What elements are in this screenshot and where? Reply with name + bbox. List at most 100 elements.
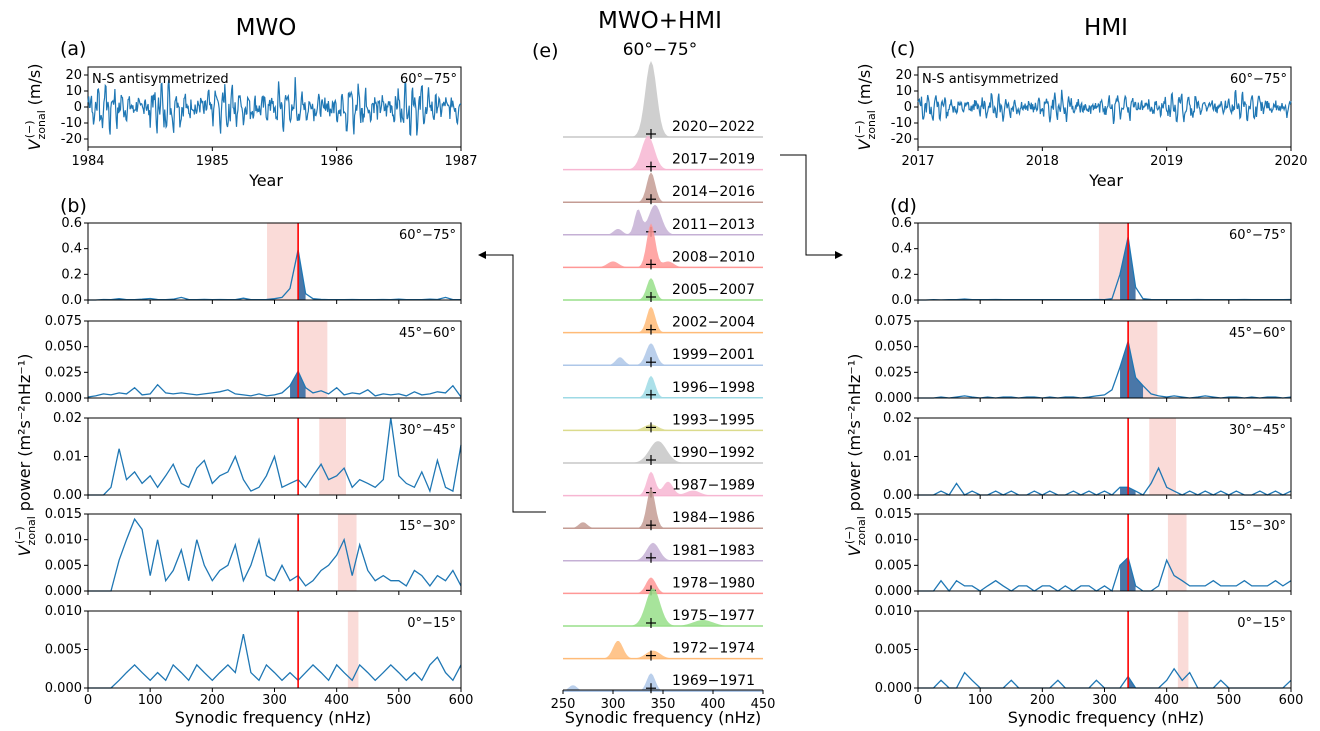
period-label: 2002−2004 [672, 315, 755, 331]
x-tick-label: 100 [968, 693, 993, 708]
mwo-column-title: MWO [236, 15, 297, 41]
annotation-latitude: 60°−75° [400, 72, 457, 87]
y-tick-label: 0.000 [45, 584, 82, 599]
panel-c-timeseries: 2017 2018 2019 2020-20-1001020 N-S antisymme… [853, 64, 1308, 169]
y-tick-label: 0.00 [883, 488, 912, 503]
power-spectrum-line [918, 342, 1291, 399]
annotation-antisymmetrized: N-S antisymmetrized [92, 72, 229, 87]
svg-text:Vzonal(−) (m/s): Vzonal(−) (m/s) [23, 64, 48, 151]
y-tick-label: 0.4 [891, 242, 912, 257]
latitude-label: 30°−45° [1229, 423, 1286, 438]
latitude-label: 0°−15° [1237, 616, 1286, 631]
panel-label-c: (c) [890, 38, 915, 60]
axes-frame [918, 611, 1291, 688]
y-axis-label: Vzonal(−) (m/s) [23, 64, 48, 151]
y-tick-label: 0.01 [883, 450, 912, 465]
y-tick-label: 10 [65, 84, 82, 99]
stacked-spectrum: 1990−1992 [563, 441, 763, 465]
period-label: 1987−1989 [672, 478, 755, 494]
frequency-band [267, 223, 298, 300]
x-tick-label: 200 [200, 693, 225, 708]
mwo-hmi-column-title: MWO+HMI [598, 8, 722, 34]
x-tick-label: 300 [1092, 693, 1117, 708]
timeseries-line [918, 90, 1291, 124]
y-tick-label: 0.025 [45, 365, 82, 380]
y-tick-label: 0.2 [61, 267, 82, 282]
y-tick-label: -10 [891, 116, 912, 131]
stacked-spectrum: 2005−2007 [563, 278, 763, 302]
panel-label-a: (a) [60, 38, 86, 60]
stacked-spectrum: 1987−1989 [563, 472, 763, 498]
panel-c-xlabel: Year [1088, 171, 1123, 190]
y-tick-label: 0.0 [61, 293, 82, 308]
y-tick-label: 0.005 [45, 643, 82, 658]
y-tick-label: 0.010 [45, 604, 82, 619]
x-tick-label: 2018 [1026, 154, 1059, 169]
x-tick-label: 100 [138, 693, 163, 708]
y-tick-label: 0 [74, 100, 82, 115]
y-axis-label: Vzonal(−) (m/s) [853, 64, 878, 151]
spectrum-subpanel: 0.000 0.005 0.010 0°−15° [875, 604, 1291, 696]
y-tick-label: 0.000 [875, 391, 912, 406]
y-tick-label: -10 [61, 116, 82, 131]
stacked-spectrum: 2014−2016 [563, 172, 763, 204]
spectrum-subpanel: 0.0000.0250.0500.07545°−60° [45, 314, 461, 406]
y-axis-label: Vzonal(−) power (m²s⁻²nHz⁻¹) [843, 354, 868, 557]
y-tick-label: 0.010 [45, 533, 82, 548]
stacked-spectrum: 2017−2019 [563, 136, 763, 172]
x-tick-label: 600 [1279, 693, 1304, 708]
y-tick-label: 0.02 [53, 411, 82, 426]
arrow-to-panel-d [780, 155, 838, 255]
arrow-to-panel-b [482, 255, 546, 512]
period-label: 1996−1998 [672, 380, 755, 396]
y-tick-label: 10 [895, 84, 912, 99]
spectrum-subpanel: 0.0000.0050.0100.01515°−30° [875, 507, 1291, 599]
x-tick-label: 600 [449, 693, 474, 708]
spectrum-subpanel: 0.00 0.01 0.02 30°−45° [53, 411, 461, 503]
panel-b-power-spectra: 0.00.20.40.660°−75°0.0000.0250.0500.0754… [13, 216, 473, 708]
period-label: 1969−1971 [672, 673, 755, 689]
stacked-spectrum: 1993−1995 [563, 412, 763, 432]
y-tick-label: 0.000 [45, 681, 82, 696]
power-spectrum-line [918, 558, 1291, 591]
x-tick-label: 2017 [901, 154, 934, 169]
y-tick-label: 0.000 [45, 391, 82, 406]
x-tick-label: 1986 [320, 154, 353, 169]
period-label: 1981−1983 [672, 543, 755, 559]
y-tick-label: 0.050 [875, 340, 912, 355]
stacked-spectrum: 2002−2004 [563, 307, 763, 335]
power-spectrum-line [918, 468, 1291, 495]
period-label: 1990−1992 [672, 445, 755, 461]
latitude-label: 60°−75° [1229, 228, 1286, 243]
y-tick-label: 0.005 [875, 643, 912, 658]
spectrum-subpanel: 0.0000.0050.0100.01515°−30° [45, 507, 461, 599]
panel-label-b: (b) [60, 195, 87, 217]
y-tick-label: 20 [895, 68, 912, 83]
stacked-spectrum: 1972−1974 [563, 641, 763, 661]
y-tick-label: 0.000 [875, 681, 912, 696]
svg-text:Vzonal(−) power (m²s⁻²nHz⁻¹): Vzonal(−) power (m²s⁻²nHz⁻¹) [843, 354, 868, 557]
hmi-column-title: HMI [1084, 15, 1128, 41]
x-tick-label: 2020 [1274, 154, 1307, 169]
period-label: 1978−1980 [672, 575, 755, 591]
power-spectrum-line [88, 371, 461, 397]
period-label: 1975−1977 [672, 608, 755, 624]
y-tick-label: 0.025 [875, 365, 912, 380]
y-tick-label: 0.075 [875, 314, 912, 329]
y-tick-label: 0.0 [891, 293, 912, 308]
stacked-spectrum: 1981−1983 [563, 543, 763, 563]
annotation-latitude: 60°−75° [1230, 72, 1287, 87]
period-label: 1972−1974 [672, 641, 755, 657]
panel-a-xlabel: Year [248, 171, 283, 190]
x-tick-label: 1987 [444, 154, 477, 169]
spectrum-subpanel: 0.000 0.005 0.010 0°−15° [45, 604, 461, 696]
y-tick-label: 0 [904, 100, 912, 115]
x-tick-label: 400 [324, 693, 349, 708]
latitude-label: 60°−75° [399, 228, 456, 243]
panel-label-e: (e) [532, 40, 559, 62]
frequency-band [1168, 514, 1187, 591]
period-label: 2014−2016 [672, 184, 755, 200]
spectrum-subpanel: 0.0 0.2 0.4 0.6 60°−75° [61, 216, 461, 308]
period-label: 2008−2010 [672, 249, 755, 265]
